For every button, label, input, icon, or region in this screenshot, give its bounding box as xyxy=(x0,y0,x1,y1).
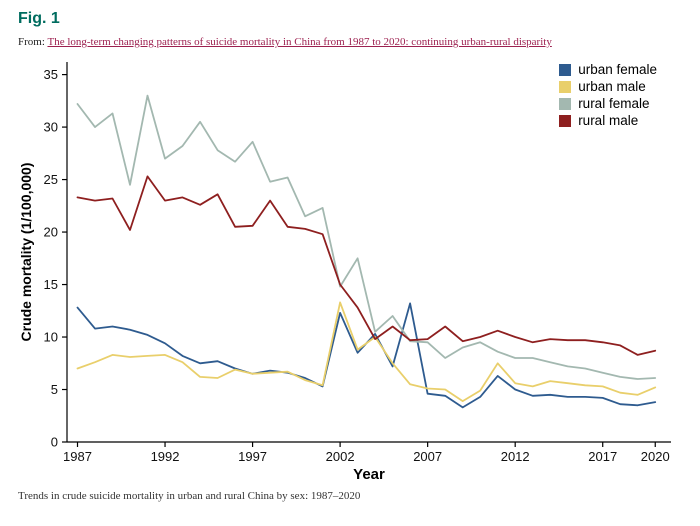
series-line-urban-male xyxy=(76,301,657,403)
legend-swatch-urban-female xyxy=(559,64,572,76)
x-tick-label: 2007 xyxy=(413,449,442,464)
y-tick-label: 35 xyxy=(44,67,58,82)
legend-item-urban-female: urban female xyxy=(559,62,657,78)
legend-item-rural-female: rural female xyxy=(559,96,657,112)
y-tick-label: 15 xyxy=(44,277,58,292)
x-tick-label: 1997 xyxy=(238,449,267,464)
x-tick-label: 2020 xyxy=(641,449,670,464)
legend-swatch-rural-female xyxy=(559,98,572,110)
series-line-rural-male xyxy=(76,175,657,356)
y-axis-title: Crude mortality (1/100,000) xyxy=(18,163,34,342)
y-tick-label: 20 xyxy=(44,225,58,240)
y-tick-label: 10 xyxy=(44,330,58,345)
series-line-rural-female xyxy=(76,94,657,380)
x-axis-title: Year xyxy=(353,466,385,483)
legend-label-rural-female: rural female xyxy=(578,96,650,111)
source-line: From: The long-term changing patterns of… xyxy=(18,36,684,48)
y-tick-label: 5 xyxy=(51,382,58,397)
y-tick-label: 25 xyxy=(44,172,58,187)
legend-label-urban-male: urban male xyxy=(578,79,646,94)
figure-label: Fig. 1 xyxy=(18,10,60,27)
legend-swatch-rural-male xyxy=(559,115,572,127)
chart-legend: urban female urban male rural female rural … xyxy=(559,62,657,129)
legend-label-urban-female: urban female xyxy=(578,62,657,77)
x-tick-label: 2002 xyxy=(326,449,355,464)
x-tick-label: 1987 xyxy=(63,449,92,464)
legend-label-rural-male: rural male xyxy=(578,113,639,128)
from-prefix: From: xyxy=(18,36,45,48)
x-tick-label: 2012 xyxy=(501,449,530,464)
figure-caption: Trends in crude suicide mortality in urb… xyxy=(18,490,361,502)
legend-swatch-urban-male xyxy=(559,81,572,93)
figure-chart: 0 5 10 15 20 25 30 35 1987 1992 1997 2002 2007 2012 20… xyxy=(17,54,683,486)
line-chart-canvas: 0 5 10 15 20 25 30 35 1987 1992 1997 2002 2007 2012 20… xyxy=(18,62,671,483)
x-tick-label: 1992 xyxy=(151,449,180,464)
y-tick-label: 30 xyxy=(44,120,58,135)
x-tick-label: 2017 xyxy=(588,449,617,464)
source-article-link[interactable]: The long-term changing patterns of suici… xyxy=(47,36,552,48)
y-tick-label: 0 xyxy=(51,435,58,450)
legend-item-urban-male: urban male xyxy=(559,79,657,95)
legend-item-rural-male: rural male xyxy=(559,113,657,129)
